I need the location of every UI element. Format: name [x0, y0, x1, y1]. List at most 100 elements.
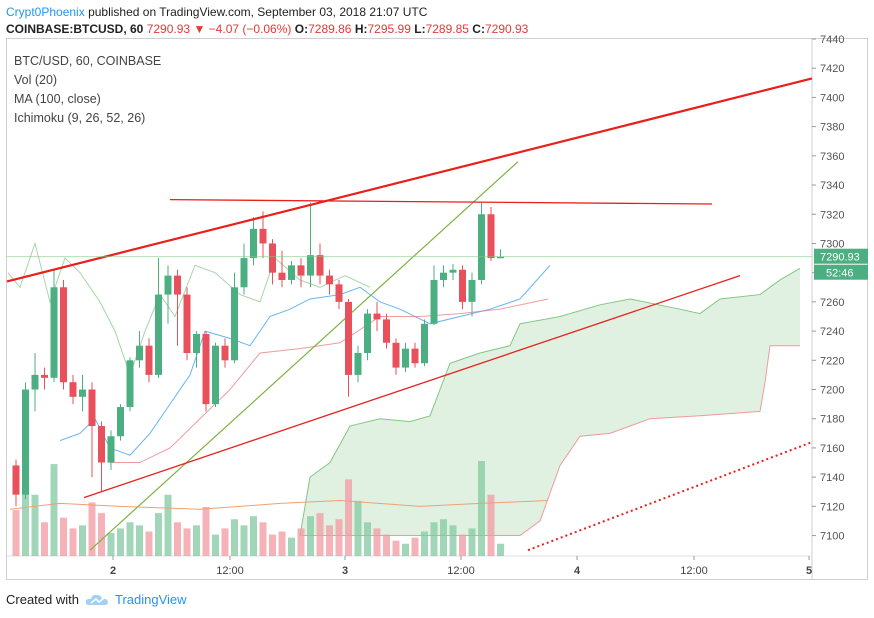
volume-bar	[316, 513, 324, 556]
x-tick-label: 12:00	[680, 565, 708, 577]
candle-body	[174, 275, 181, 295]
legend-ichimoku: Ichimoku (9, 26, 52, 26)	[14, 111, 146, 125]
candle-body	[79, 389, 86, 397]
volume-bar	[202, 506, 210, 556]
volume-bar	[259, 522, 267, 556]
ichimoku-span-a	[299, 267, 801, 536]
candle-body	[202, 334, 210, 405]
candle-body	[164, 275, 172, 295]
candle-body	[459, 269, 466, 302]
candle-body	[307, 255, 314, 276]
countdown-label-box	[814, 264, 868, 280]
close-label: C:	[472, 22, 485, 36]
candle-body	[288, 265, 295, 280]
volume-bar	[269, 534, 276, 556]
volume-bar	[60, 517, 67, 556]
y-tick-label: 7220	[820, 355, 844, 367]
volume-bar	[440, 519, 447, 556]
y-tick-label: 7180	[820, 414, 844, 426]
candle-body	[364, 313, 371, 353]
volume-bar	[326, 525, 333, 556]
moving-average-line	[89, 161, 519, 551]
candle-body	[155, 294, 162, 375]
last-price: 7290.93	[146, 22, 191, 36]
chart-frame[interactable]	[6, 38, 868, 580]
candle-body	[487, 214, 495, 259]
candle-body	[316, 255, 324, 276]
legend-symbol: BTC/USD, 60, COINBASE	[14, 54, 162, 68]
symbol-label: COINBASE:BTCUSD, 60	[6, 22, 144, 36]
volume-bar	[411, 537, 419, 556]
volume-bar	[487, 494, 495, 556]
candle-body	[212, 345, 219, 405]
tradingview-cloud-icon	[85, 594, 108, 605]
candle-body	[421, 323, 428, 364]
volume-bar	[183, 528, 191, 556]
candle-body	[221, 345, 229, 361]
candle-body	[98, 426, 105, 463]
y-tick-label: 7380	[820, 122, 844, 134]
x-tick-label: 12:00	[216, 565, 244, 577]
candle-body	[240, 258, 248, 288]
volume-bar	[373, 528, 381, 556]
volume-bar	[421, 531, 428, 556]
candle-body	[259, 228, 267, 244]
volume-bar	[117, 528, 124, 556]
volume-bar	[221, 528, 229, 556]
projected-support-line	[527, 441, 813, 552]
candle-body	[41, 374, 48, 378]
countdown-label-text: 52:46	[826, 268, 854, 280]
candle-body	[193, 334, 200, 353]
volume-bar	[231, 519, 238, 556]
volume-bar	[107, 533, 115, 556]
candle-body	[50, 287, 58, 378]
candle-body	[145, 345, 153, 375]
quote-bar: COINBASE:BTCUSD, 60 7290.93 ▼ −4.07 (−0.…	[6, 20, 528, 38]
ichimoku-kijun-line	[110, 298, 549, 464]
resistance-line	[169, 198, 713, 205]
volume-bar	[31, 494, 39, 556]
volume-bar	[468, 528, 476, 556]
candle-body	[183, 294, 191, 353]
candle-body	[440, 272, 447, 280]
volume-bar	[335, 519, 343, 556]
x-tick-label: 2	[110, 565, 116, 577]
low-label: L:	[414, 22, 426, 36]
tradingview-link[interactable]: TradingView	[114, 592, 187, 607]
volume-bar	[12, 510, 20, 556]
volume-bar	[478, 461, 485, 556]
volume-bar	[164, 494, 172, 556]
candle-body	[250, 228, 257, 259]
candle-body	[345, 301, 352, 375]
candle-body	[126, 360, 134, 408]
volume-bar	[383, 534, 390, 556]
volume-bar	[402, 543, 409, 556]
candle-body	[136, 345, 143, 361]
volume-bar	[345, 479, 352, 556]
volume-bar	[174, 522, 181, 556]
volume-bar	[50, 464, 58, 556]
candle-body	[231, 287, 238, 361]
volume-bar	[69, 528, 77, 556]
candle-body	[392, 342, 400, 368]
volume-bar	[250, 516, 257, 556]
volume-bar	[307, 516, 314, 556]
down-arrow-icon: ▼	[193, 22, 206, 36]
y-tick-label: 7160	[820, 443, 844, 455]
y-tick-label: 7100	[820, 531, 844, 543]
publish-info: published on TradingView.com, September …	[88, 5, 428, 19]
candle-body	[12, 465, 20, 495]
candle-body	[22, 389, 29, 495]
y-tick-label: 7420	[820, 63, 844, 75]
y-tick-label: 7400	[820, 92, 844, 104]
candle-body	[69, 382, 77, 397]
volume-bar	[430, 522, 438, 556]
x-tick-label: 5	[806, 565, 812, 577]
candle-body	[430, 279, 438, 324]
candle-body	[468, 279, 476, 302]
y-tick-label: 7300	[820, 238, 844, 250]
volume-bar	[354, 500, 362, 556]
author-link[interactable]: Crypt0Phoenix	[6, 5, 85, 19]
candle-body	[60, 287, 67, 383]
